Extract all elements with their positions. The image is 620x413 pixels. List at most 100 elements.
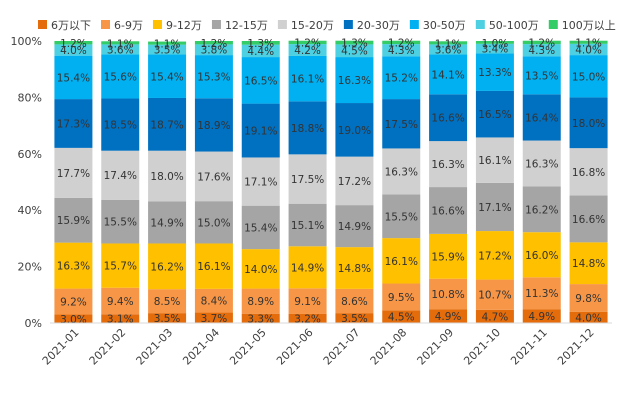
bar-segment (522, 232, 561, 278)
x-tick-label: 2021-01 (40, 326, 82, 368)
bar-segment (241, 288, 280, 314)
data-label: 4.3% (388, 45, 415, 57)
data-label: 15.4% (57, 72, 90, 84)
legend-label-7: 50-100万 (489, 19, 539, 32)
data-label: 15.9% (57, 215, 90, 227)
data-label: 16.6% (431, 205, 464, 217)
bars (54, 40, 608, 323)
data-label: 4.0% (60, 45, 87, 57)
bar-segment (475, 231, 514, 280)
bar-segment (54, 44, 93, 56)
bar-segment (194, 201, 233, 244)
data-label: 10.8% (431, 289, 464, 301)
bar-segment (101, 199, 140, 244)
legend-swatch-3 (211, 20, 221, 29)
data-label: 18.8% (291, 123, 324, 135)
bar-segment (194, 243, 233, 289)
bar-segment (429, 141, 468, 188)
data-label: 1.2% (201, 38, 228, 50)
x-axis: 2021-01 2021-02 2021-03 2021-04 2021-05 2021-… (40, 322, 612, 368)
data-label: 3.1% (107, 314, 134, 326)
bar-segment (475, 41, 514, 44)
data-label: 1.3% (247, 38, 274, 50)
x-tick-label: 2021-11 (508, 326, 550, 368)
bar-segment (382, 40, 421, 45)
bar-segment (429, 94, 468, 142)
data-label: 15.0% (197, 217, 230, 229)
data-label: 16.8% (572, 167, 605, 179)
bar-segment (194, 44, 233, 56)
data-label: 8.6% (341, 296, 368, 308)
bar-segment (54, 314, 93, 323)
data-label: 17.3% (57, 118, 90, 130)
bar-segment (429, 233, 468, 279)
bar-segment (569, 148, 608, 196)
bar-segment (522, 186, 561, 233)
data-label: 16.6% (572, 214, 605, 226)
bar-segment (475, 43, 514, 54)
bar-segment (382, 99, 421, 149)
bar-segment (569, 242, 608, 285)
legend-swatch-1 (101, 20, 110, 29)
bar-segment (569, 55, 608, 98)
bar-segment (54, 242, 93, 289)
bar-segment (335, 103, 374, 157)
data-label: 14.8% (572, 258, 605, 270)
data-label: 17.2% (478, 250, 511, 262)
data-label: 15.1% (291, 220, 324, 232)
bar-segment (148, 41, 187, 45)
data-label: 4.7% (482, 311, 509, 323)
bar-segment (54, 197, 93, 243)
data-label: 3.0% (60, 314, 87, 326)
data-label: 14.8% (338, 263, 371, 275)
data-label: 14.0% (244, 264, 277, 276)
x-tick-label: 2021-03 (134, 326, 176, 368)
bar-segment (148, 201, 187, 244)
data-label: 4.3% (528, 45, 555, 57)
bar-segment (569, 195, 608, 243)
data-label: 15.4% (150, 71, 183, 83)
bar-segment (429, 187, 468, 234)
data-label: 16.3% (338, 75, 371, 87)
bar-segment (194, 312, 233, 323)
x-tick-label: 2021-12 (555, 326, 597, 368)
legend-swatch-0 (38, 20, 47, 29)
data-label: 13.5% (525, 70, 558, 82)
bar-segment (429, 41, 468, 45)
y-axis: 0% 20% 40% 60% 80% 100% (11, 35, 42, 330)
bar-segment (335, 57, 374, 104)
data-label: 16.3% (385, 166, 418, 178)
data-label: 17.4% (104, 170, 137, 182)
legend-label-6: 30-50万 (423, 19, 466, 32)
bar-segment (54, 99, 93, 148)
bar-segment (241, 157, 280, 206)
legend-label-0: 6万以下 (51, 19, 91, 32)
bar-segment (241, 44, 280, 58)
data-label: 15.4% (244, 222, 277, 234)
data-label: 9.2% (60, 297, 87, 309)
bar-segment (241, 249, 280, 289)
bar-segment (429, 44, 468, 55)
bar-segment (522, 56, 561, 95)
bar-segment (522, 94, 561, 141)
bar-segment (101, 243, 140, 288)
data-label: 3.7% (201, 313, 228, 325)
x-tick-label: 2021-06 (274, 326, 316, 368)
y-tick-label: 40% (18, 204, 42, 217)
data-label: 14.1% (431, 69, 464, 81)
data-label: 1.3% (341, 38, 368, 50)
data-label: 18.9% (197, 120, 230, 132)
bar-segment (241, 103, 280, 158)
legend: 6万以下 6-9万 9-12万 12-15万 15-20万 20-30万 30-50万 50-… (38, 19, 616, 32)
data-label: 8.9% (247, 296, 274, 308)
data-label: 19.0% (338, 125, 371, 137)
data-label: 3.8% (201, 45, 228, 57)
bar-segment (475, 137, 514, 183)
bar-segment (335, 205, 374, 248)
bar-segment (522, 140, 561, 187)
data-label: 15.0% (572, 71, 605, 83)
x-tick-label: 2021-08 (368, 326, 410, 368)
data-label: 15.2% (385, 73, 418, 85)
bar-segment (475, 279, 514, 310)
